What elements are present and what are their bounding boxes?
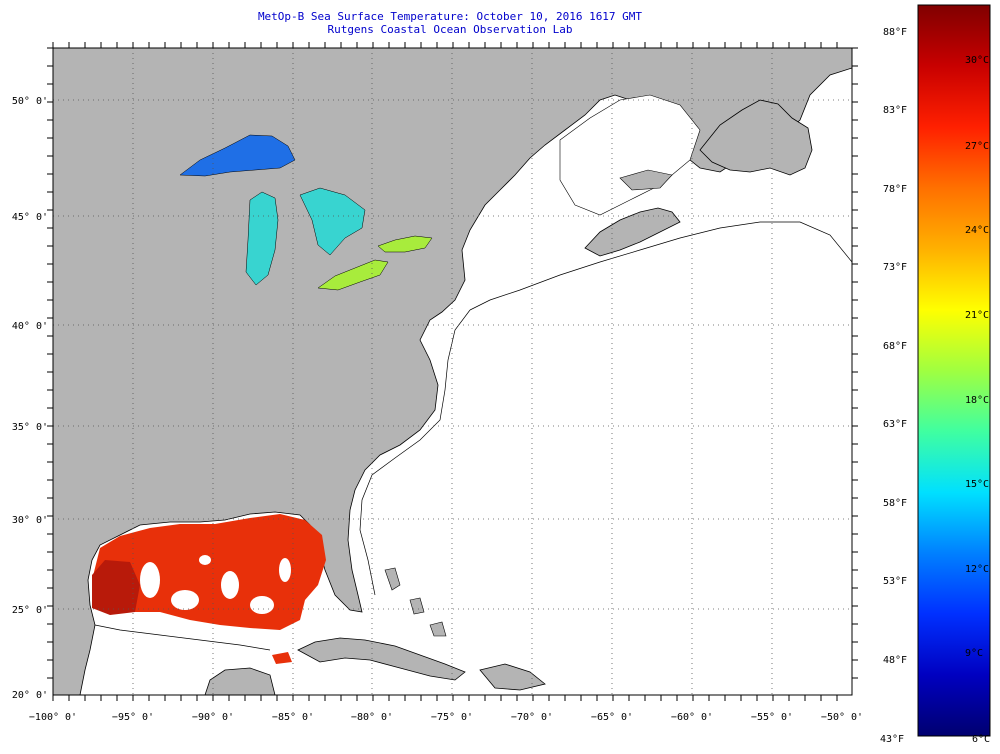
colorbar-f-label: 88°F (883, 27, 908, 38)
x-tick-label: −100° 0' (29, 712, 77, 723)
colorbar-f-label: 43°F (880, 734, 905, 745)
colorbar (917, 4, 991, 737)
colorbar-c-label: 12°C (965, 564, 990, 575)
colorbar-f-label: 63°F (883, 419, 908, 430)
x-tick-label: −80° 0' (351, 712, 393, 723)
land-nova-scotia (584, 207, 681, 257)
x-tick-label: −60° 0' (671, 712, 713, 723)
y-tick-label: 35° 0' (12, 422, 48, 433)
map-subtitle: Rutgens Coastal Ocean Observation Lab (327, 23, 573, 36)
colorbar-c-label: 24°C (965, 225, 990, 236)
x-tick-label: −50° 0' (821, 712, 863, 723)
y-tick-label: 40° 0' (12, 321, 48, 332)
map-title: MetOp-B Sea Surface Temperature: October… (257, 10, 643, 23)
colorbar-f-label: 78°F (883, 184, 908, 195)
y-tick-label: 45° 0' (12, 212, 48, 223)
x-tick-label: −55° 0' (751, 712, 793, 723)
axis-ticks (47, 42, 858, 701)
x-axis-labels: −100° 0' −95° 0' −90° 0' −85° 0' −80° 0'… (29, 712, 863, 723)
land-bahamas (384, 567, 447, 637)
x-tick-label: −75° 0' (431, 712, 473, 723)
lake-superior-sst (179, 134, 296, 177)
x-tick-label: −95° 0' (112, 712, 154, 723)
colorbar-f-label: 73°F (883, 262, 908, 273)
gulf-sst-patch (272, 652, 292, 664)
land-pei (619, 169, 673, 191)
x-tick-label: −85° 0' (272, 712, 314, 723)
lake-michigan-sst (245, 191, 279, 286)
x-tick-label: −90° 0' (192, 712, 234, 723)
gulf-cloud-gaps (140, 555, 291, 614)
land-yucatan (204, 667, 276, 695)
x-tick-label: −70° 0' (511, 712, 553, 723)
y-tick-label: 20° 0' (12, 690, 48, 701)
water-st-lawrence (559, 94, 701, 216)
y-tick-label: 25° 0' (12, 605, 48, 616)
y-tick-label: 50° 0' (12, 96, 48, 107)
colorbar-c-label: 21°C (965, 310, 990, 321)
colorbar-c-label: 15°C (965, 479, 990, 490)
shelf-contour (94, 221, 852, 651)
lake-erie-sst (317, 259, 389, 291)
lake-ontario-sst (377, 235, 433, 253)
land-newfoundland (699, 99, 813, 176)
x-tick-label: −65° 0' (591, 712, 633, 723)
colorbar-c-label: 27°C (965, 141, 990, 152)
colorbar-f-label: 53°F (883, 576, 908, 587)
gulf-sst-hot (92, 560, 140, 615)
colorbar-c-label: 9°C (965, 648, 984, 659)
colorbar-c-label: 18°C (965, 395, 990, 406)
y-axis-labels: 50° 0' 45° 0' 40° 0' 35° 0' 30° 0' 25° 0… (12, 96, 48, 701)
land-hispaniola (479, 663, 546, 691)
y-tick-label: 30° 0' (12, 515, 48, 526)
colorbar-f-label: 48°F (883, 655, 908, 666)
colorbar-f-label: 68°F (883, 341, 908, 352)
colorbar-f-label: 83°F (883, 105, 908, 116)
land-cuba (297, 637, 466, 681)
colorbar-c-label: 6°C (972, 734, 991, 745)
lake-huron-sst (299, 187, 366, 256)
colorbar-f-label: 58°F (883, 498, 908, 509)
colorbar-c-label: 30°C (965, 55, 990, 66)
graticule (53, 48, 852, 695)
